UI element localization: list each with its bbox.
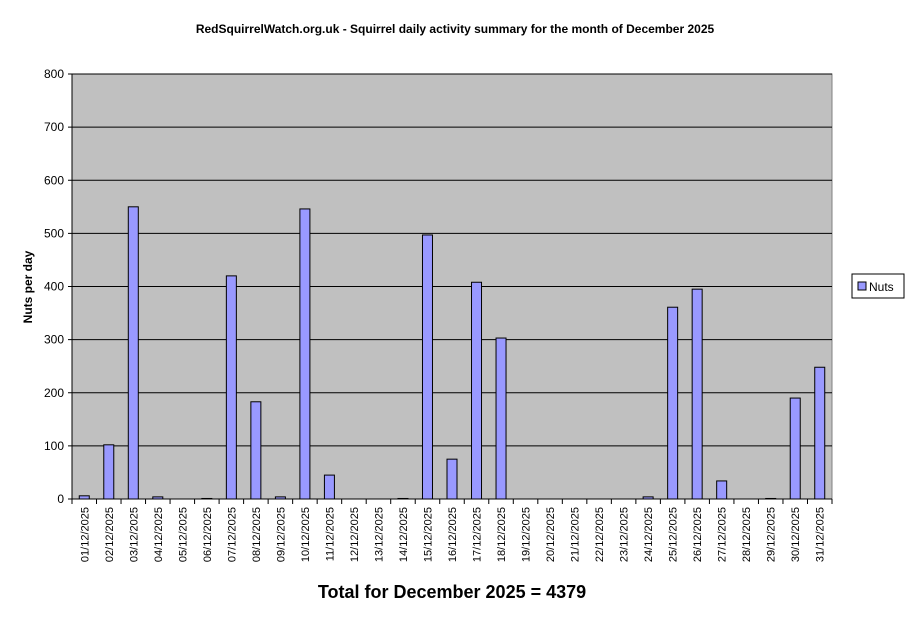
x-tick-label: 15/12/2025 <box>422 507 434 562</box>
bar-10/12/2025 <box>299 208 311 500</box>
legend: Nuts <box>851 273 905 299</box>
x-tick-label: 12/12/2025 <box>349 507 361 562</box>
y-axis-label: Nuts per day <box>21 250 35 323</box>
y-tick-label: 300 <box>44 333 64 347</box>
x-tick-label: 11/12/2025 <box>324 507 336 561</box>
bar-25/12/2025 <box>667 306 679 500</box>
x-tick-label: 28/12/2025 <box>741 507 753 562</box>
bar-27/12/2025 <box>716 480 728 500</box>
x-tick-label: 10/12/2025 <box>300 507 312 562</box>
bar-31/12/2025 <box>814 366 826 500</box>
x-tick-label: 18/12/2025 <box>496 507 508 562</box>
y-tick-label: 400 <box>44 280 64 294</box>
x-tick-label: 08/12/2025 <box>251 507 263 562</box>
x-tick-label: 09/12/2025 <box>275 507 287 562</box>
y-tick-label: 200 <box>44 386 64 400</box>
y-tick-label: 500 <box>44 226 64 240</box>
x-tick-label: 14/12/2025 <box>398 507 410 562</box>
y-tick-label: 700 <box>44 120 64 134</box>
bar-02/12/2025 <box>103 444 115 500</box>
x-tick-label: 07/12/2025 <box>226 507 238 562</box>
bar-07/12/2025 <box>225 275 237 500</box>
x-tick-label: 16/12/2025 <box>447 507 459 562</box>
x-tick-label: 31/12/2025 <box>815 507 827 562</box>
x-tick-label: 19/12/2025 <box>521 507 533 562</box>
x-tick-label: 27/12/2025 <box>717 507 729 562</box>
bar-11/12/2025 <box>323 474 335 500</box>
x-axis-label: Total for December 2025 = 4379 <box>318 582 586 602</box>
x-tick-label: 20/12/2025 <box>545 507 557 562</box>
bar-03/12/2025 <box>127 206 139 500</box>
x-tick-label: 21/12/2025 <box>570 507 582 562</box>
x-tick-label: 29/12/2025 <box>766 507 778 562</box>
bar-08/12/2025 <box>250 401 262 500</box>
bar-16/12/2025 <box>446 458 458 500</box>
x-tick-label: 26/12/2025 <box>692 507 704 562</box>
y-tick-label: 600 <box>44 173 64 187</box>
legend-label: Nuts <box>869 280 894 294</box>
x-tick-label: 22/12/2025 <box>594 507 606 562</box>
x-tick-label: 30/12/2025 <box>790 507 802 562</box>
x-tick-label: 04/12/2025 <box>153 507 165 562</box>
x-tick-label: 25/12/2025 <box>668 507 680 562</box>
y-tick-label: 800 <box>44 67 64 81</box>
x-tick-label: 23/12/2025 <box>619 507 631 562</box>
x-tick-label: 01/12/2025 <box>79 507 91 562</box>
x-tick-label: 02/12/2025 <box>104 507 116 562</box>
chart-title: RedSquirrelWatch.org.uk - Squirrel daily… <box>196 22 715 36</box>
x-tick-label: 03/12/2025 <box>128 507 140 562</box>
x-tick-label: 24/12/2025 <box>643 507 655 562</box>
y-tick-label: 0 <box>57 492 64 506</box>
bar-30/12/2025 <box>789 397 801 500</box>
x-tick-label: 05/12/2025 <box>177 507 189 562</box>
bar-18/12/2025 <box>495 337 507 500</box>
y-tick-label: 100 <box>44 439 64 453</box>
x-tick-label: 06/12/2025 <box>202 507 214 562</box>
bar-15/12/2025 <box>421 234 433 500</box>
bar-26/12/2025 <box>691 288 703 500</box>
bar-17/12/2025 <box>471 281 483 500</box>
x-tick-label: 13/12/2025 <box>373 507 385 562</box>
x-tick-label: 17/12/2025 <box>472 507 484 562</box>
legend-swatch <box>857 281 867 291</box>
